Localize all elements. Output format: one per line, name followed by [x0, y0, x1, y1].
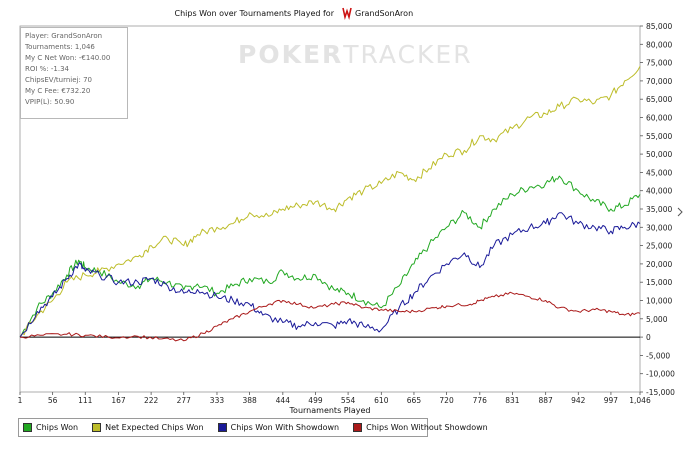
- legend-swatch-with-showdown: [217, 423, 227, 432]
- stats-line: Player: GrandSonAron: [25, 32, 103, 40]
- y-tick-label: 60,000: [646, 114, 672, 123]
- x-tick-label: 720: [439, 396, 454, 405]
- x-tick-label: 610: [374, 396, 389, 405]
- legend-swatch-net-expected: [92, 423, 102, 432]
- x-tick-label: 167: [111, 396, 126, 405]
- chart-title: Chips Won over Tournaments Played for: [175, 9, 335, 18]
- y-tick-label: 40,000: [646, 187, 672, 196]
- watermark-part2: TRACKER: [343, 40, 473, 69]
- stats-line: My C Net Won: -€140.00: [25, 54, 111, 62]
- stats-line: VPIP(L): 50.90: [25, 98, 75, 106]
- legend-swatch-without-showdown: [353, 423, 363, 432]
- x-tick-label: 776: [473, 396, 488, 405]
- y-tick-label: -15,000: [646, 388, 675, 397]
- y-tick-label: 70,000: [646, 77, 672, 86]
- x-tick-label: 277: [177, 396, 192, 405]
- legend-label: Chips Won Without Showdown: [366, 423, 488, 432]
- x-tick-label: 56: [48, 396, 58, 405]
- y-tick-label: 85,000: [646, 22, 672, 31]
- player-logo-icon: [342, 7, 352, 20]
- y-tick-label: -10,000: [646, 370, 675, 379]
- x-tick-label: 997: [604, 396, 619, 405]
- x-tick-label: 665: [407, 396, 422, 405]
- x-tick-label: 111: [78, 396, 93, 405]
- legend: Chips Won Net Expected Chips Won Chips W…: [18, 418, 488, 437]
- x-tick-label: 388: [242, 396, 257, 405]
- y-tick-label: 65,000: [646, 95, 672, 104]
- x-tick-label: 333: [210, 396, 225, 405]
- legend-item-chips-won[interactable]: Chips Won: [23, 423, 78, 432]
- series-line-chips-won-with-showdown: [19, 212, 641, 338]
- legend-item-without-showdown[interactable]: Chips Won Without Showdown: [353, 423, 488, 432]
- watermark-part1: POKER: [238, 40, 344, 69]
- watermark: POKERTRACKER: [238, 40, 473, 69]
- x-tick-label: 499: [308, 396, 323, 405]
- axis-marker-icon: [677, 207, 683, 217]
- y-tick-label: 10,000: [646, 297, 672, 306]
- legend-label: Chips Won With Showdown: [230, 423, 340, 432]
- y-tick-label: 5,000: [646, 315, 668, 324]
- x-axis-label: Tournaments Played: [289, 406, 371, 415]
- legend-label: Chips Won: [36, 423, 79, 432]
- y-tick-label: 20,000: [646, 260, 672, 269]
- x-tick-label: 1: [18, 396, 23, 405]
- y-tick-label: 0: [646, 333, 651, 342]
- y-tick-label: 45,000: [646, 168, 672, 177]
- stats-line: My C Fee: €732.20: [25, 87, 91, 95]
- y-tick-label: 30,000: [646, 223, 672, 232]
- y-tick-label: 55,000: [646, 132, 672, 141]
- x-tick-label: 222: [144, 396, 159, 405]
- legend-item-with-showdown[interactable]: Chips Won With Showdown: [217, 423, 340, 432]
- legend-label: Net Expected Chips Won: [105, 423, 204, 432]
- y-tick-label: 25,000: [646, 242, 672, 251]
- stats-line: ROI %: -1.34: [25, 65, 70, 73]
- stats-line: ChipsEV/turniej: 70: [25, 76, 92, 84]
- stats-line: Tournaments: 1,046: [25, 43, 95, 51]
- y-tick-label: 35,000: [646, 205, 672, 214]
- x-tick-label: 942: [571, 396, 586, 405]
- x-tick-label: 554: [341, 396, 356, 405]
- series-line-chips-won-without-showdown: [19, 291, 641, 342]
- x-tick-label: 831: [505, 396, 520, 405]
- y-tick-label: 50,000: [646, 150, 672, 159]
- legend-swatch-chips-won: [23, 423, 32, 432]
- legend-item-net-expected[interactable]: Net Expected Chips Won: [92, 423, 204, 432]
- x-tick-label: 1,046: [629, 396, 651, 405]
- y-tick-label: -5,000: [646, 351, 670, 360]
- y-tick-label: 15,000: [646, 278, 672, 287]
- y-tick-label: 75,000: [646, 59, 672, 68]
- x-tick-label: 887: [539, 396, 554, 405]
- y-tick-label: 80,000: [646, 40, 672, 49]
- chart-title-player: GrandSonAron: [355, 9, 413, 18]
- stats-box: Player: GrandSonAron Tournaments: 1,046 …: [20, 27, 128, 119]
- series-line-chips-won: [19, 175, 641, 338]
- x-tick-label: 444: [276, 396, 291, 405]
- series-line-net-expected-chips-won: [19, 66, 641, 338]
